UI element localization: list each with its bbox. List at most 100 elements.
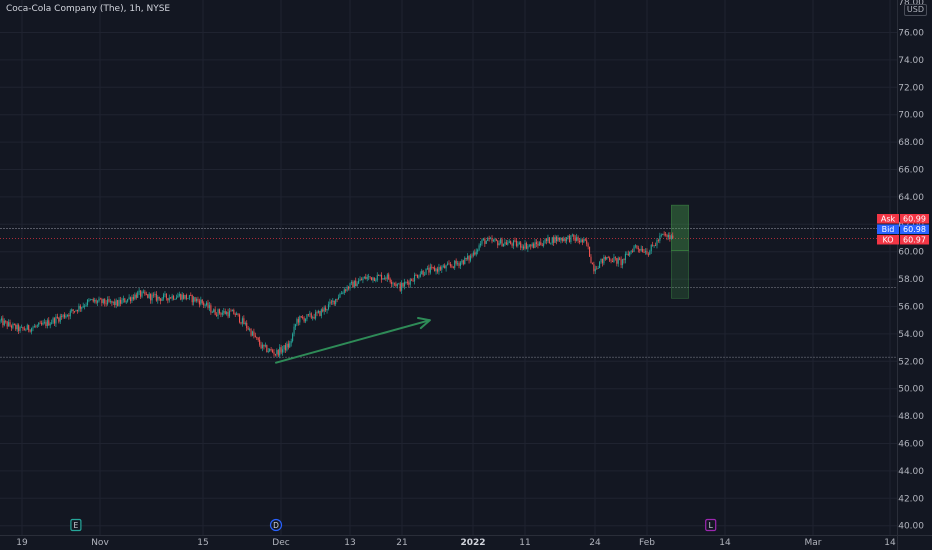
- candle-body: [150, 293, 152, 301]
- candle-body: [342, 293, 344, 294]
- candle-body: [263, 344, 265, 347]
- dividend-marker: [269, 518, 283, 532]
- candle-body: [391, 282, 393, 284]
- candle-body: [307, 314, 309, 316]
- candle-body: [368, 276, 370, 278]
- candle-body: [92, 299, 94, 302]
- candle-body: [607, 256, 609, 258]
- candle-body: [294, 324, 297, 327]
- candle-body: [472, 252, 474, 256]
- candle-body: [414, 274, 416, 282]
- candle-body: [95, 300, 97, 303]
- candle-body: [121, 300, 123, 304]
- candle-body: [518, 242, 520, 245]
- candle-body: [39, 322, 41, 324]
- candle-body: [0, 318, 2, 321]
- price-tick-label: 74.00: [898, 56, 924, 66]
- candle-body: [206, 302, 208, 306]
- price-tick-label: 60.00: [898, 248, 924, 258]
- candle-body: [419, 273, 421, 277]
- price-tick-label: 48.00: [898, 412, 924, 422]
- candle-body: [514, 240, 516, 242]
- price-tick-label: 64.00: [898, 193, 924, 203]
- candle-body: [22, 327, 24, 329]
- trend-arrow[interactable]: [275, 317, 431, 364]
- price-badge-name: Bid: [882, 225, 895, 234]
- candle-body: [46, 320, 48, 327]
- candle-body: [16, 324, 18, 330]
- candle-body: [111, 300, 113, 303]
- candle-body: [66, 314, 68, 317]
- candle-body: [343, 289, 345, 294]
- candle-body: [327, 304, 330, 310]
- candle-body: [88, 299, 90, 301]
- candle-body: [267, 351, 269, 352]
- candle-body: [129, 297, 132, 302]
- candle-body: [175, 297, 177, 300]
- candle-body: [626, 253, 628, 255]
- candle-body: [214, 309, 216, 315]
- price-badges: Ask 60.99 Bid 60.98 KO 60.97: [877, 214, 929, 245]
- time-tick-label: 15: [197, 538, 208, 548]
- candle-body: [408, 282, 410, 285]
- candle-body: [385, 278, 387, 279]
- candle-body: [389, 278, 391, 283]
- candle-body: [581, 239, 583, 243]
- candle-body: [38, 322, 40, 326]
- candle-body: [465, 257, 467, 259]
- candle-body: [475, 251, 477, 255]
- candle-body: [335, 298, 337, 305]
- candle-body: [3, 320, 5, 326]
- candle-body: [372, 277, 374, 281]
- candle-body: [237, 313, 239, 315]
- candle-body: [289, 343, 291, 348]
- candle-body: [505, 242, 507, 245]
- candle-body: [556, 236, 558, 241]
- candle-body: [45, 322, 47, 327]
- candle-body: [74, 311, 76, 312]
- time-axis[interactable]: 19 Nov 15 Dec 13 21 2022 11 24 Feb 14 Mar 14: [16, 538, 896, 548]
- currency-badge[interactable]: USD: [903, 4, 927, 16]
- candle-body: [429, 266, 431, 273]
- candle-body: [309, 313, 311, 315]
- candle-body: [122, 298, 124, 301]
- candle-body: [540, 242, 542, 245]
- candle-body: [403, 282, 406, 287]
- price-badge-value: 60.97: [903, 236, 926, 245]
- candle-body: [61, 316, 63, 317]
- event-marker-label: D: [273, 521, 279, 530]
- candle-body: [315, 312, 317, 319]
- candle-body: [340, 293, 342, 295]
- candle-body: [84, 305, 86, 307]
- candle-body: [627, 253, 629, 256]
- candle-body: [570, 235, 572, 242]
- candle-body: [36, 325, 38, 327]
- time-tick-label: Feb: [639, 538, 655, 548]
- candle-body: [535, 242, 538, 245]
- candle-body: [531, 243, 533, 247]
- candle-body: [241, 318, 243, 324]
- candle-body: [477, 249, 479, 252]
- candle-body: [194, 297, 196, 302]
- candle-body: [251, 331, 254, 336]
- candle-body: [459, 262, 462, 266]
- projection-box[interactable]: [671, 204, 689, 299]
- candle-body: [589, 246, 591, 257]
- candle-body: [563, 238, 565, 242]
- candle-body: [378, 275, 380, 276]
- candle-body: [322, 309, 324, 312]
- candle-body: [170, 297, 172, 299]
- candle-body: [296, 319, 298, 325]
- candle-body: [246, 322, 248, 329]
- candle-body: [521, 246, 523, 248]
- candle-body: [269, 348, 271, 352]
- candle-body: [325, 307, 327, 311]
- candle-body: [401, 282, 403, 291]
- price-axis[interactable]: 76.0074.0072.0070.0068.0066.0064.0062.00…: [898, 0, 924, 532]
- candle-body: [611, 261, 614, 263]
- candle-body: [352, 281, 354, 288]
- candle-body: [287, 343, 289, 348]
- candle-body: [140, 290, 142, 297]
